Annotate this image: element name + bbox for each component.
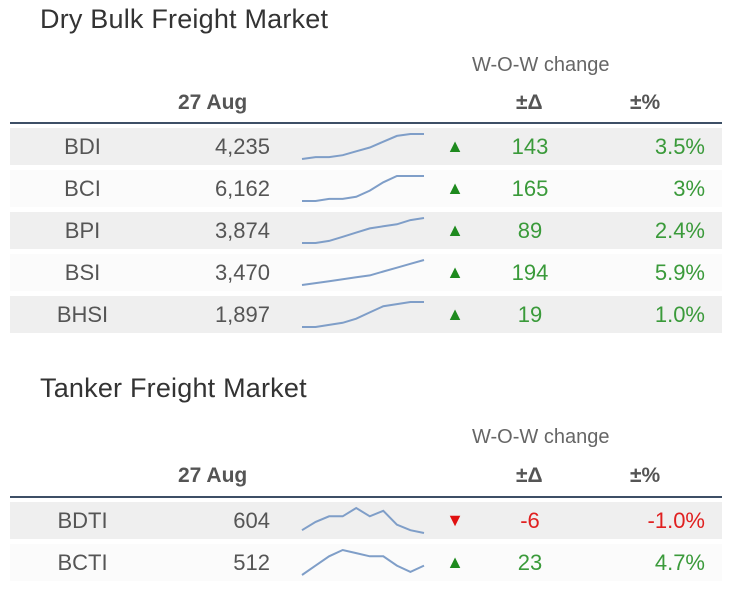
table-row: BSI 3,470 ▲ 194 5.9% — [10, 254, 722, 291]
triangle-up-icon: ▲ — [446, 136, 464, 156]
sparkline — [298, 172, 428, 205]
index-value: 4,235 — [214, 134, 270, 159]
change-delta: 194 — [511, 260, 549, 285]
tanker-pct-header: ±% — [630, 464, 661, 487]
index-name: BDI — [64, 134, 101, 159]
dry-bulk-title: Dry Bulk Freight Market — [40, 4, 329, 34]
index-value: 604 — [233, 508, 270, 533]
index-value: 3,874 — [214, 218, 270, 243]
dry-bulk-table: BDI 4,235 ▲ 143 3.5% BCI 6,162 ▲ 165 3% BPI 3,874 ▲ 8… — [10, 128, 722, 338]
change-percent: 3% — [673, 176, 705, 201]
index-name: BSI — [64, 260, 101, 285]
tanker-table: BDTI 604 ▼ -6 -1.0% BCTI 512 ▲ 23 4.7% — [10, 502, 722, 586]
table-row: BCI 6,162 ▲ 165 3% — [10, 170, 722, 207]
tanker-date-header: 27 Aug — [178, 464, 248, 487]
change-percent: 2.4% — [654, 218, 705, 243]
change-delta: 19 — [517, 302, 543, 327]
sparkline — [298, 130, 428, 163]
change-percent: 5.9% — [654, 260, 705, 285]
dry-header-rule — [10, 122, 722, 124]
index-value: 512 — [233, 550, 270, 575]
change-delta: -6 — [520, 508, 540, 533]
index-value: 1,897 — [214, 302, 270, 327]
dry-date-header: 27 Aug — [178, 91, 248, 114]
index-name: BPI — [64, 218, 101, 243]
triangle-down-icon: ▼ — [446, 510, 464, 530]
change-delta: 143 — [511, 134, 549, 159]
index-name: BCI — [64, 176, 101, 201]
change-delta: 165 — [511, 176, 549, 201]
triangle-up-icon: ▲ — [446, 178, 464, 198]
dry-delta-header: ±Δ — [516, 91, 543, 114]
change-percent: -1.0% — [647, 508, 705, 533]
change-delta: 23 — [517, 550, 543, 575]
sparkline — [298, 214, 428, 247]
dry-wow-label: W-O-W change — [472, 54, 610, 76]
triangle-up-icon: ▲ — [446, 552, 464, 572]
index-value: 6,162 — [214, 176, 270, 201]
change-percent: 4.7% — [654, 550, 705, 575]
change-percent: 1.0% — [654, 302, 705, 327]
sparkline-trend — [302, 217, 425, 244]
tanker-delta-header: ±Δ — [516, 464, 543, 487]
table-row: BDTI 604 ▼ -6 -1.0% — [10, 502, 722, 539]
tanker-title: Tanker Freight Market — [40, 373, 307, 403]
sparkline-trend — [301, 133, 424, 160]
sparkline — [298, 298, 428, 331]
sparkline-trend — [302, 301, 424, 328]
table-row: BDI 4,235 ▲ 143 3.5% — [10, 128, 722, 165]
sparkline-trend — [301, 259, 425, 286]
index-name: BDTI — [57, 508, 108, 533]
sparkline — [298, 256, 428, 289]
sparkline-trend — [302, 175, 424, 202]
change-delta: 89 — [517, 218, 543, 243]
table-row: BPI 3,874 ▲ 89 2.4% — [10, 212, 722, 249]
tanker-header-rule — [10, 496, 722, 498]
sparkline — [298, 504, 428, 537]
sparkline-trend — [301, 548, 425, 576]
index-value: 3,470 — [214, 260, 270, 285]
triangle-up-icon: ▲ — [446, 262, 464, 282]
sparkline-trend — [301, 506, 425, 534]
sparkline — [298, 546, 428, 579]
tanker-wow-label: W-O-W change — [472, 426, 610, 448]
dry-pct-header: ±% — [630, 91, 661, 114]
triangle-up-icon: ▲ — [446, 220, 464, 240]
table-row: BCTI 512 ▲ 23 4.7% — [10, 544, 722, 581]
index-name: BHSI — [56, 302, 109, 327]
change-percent: 3.5% — [654, 134, 705, 159]
index-name: BCTI — [57, 550, 108, 575]
triangle-up-icon: ▲ — [446, 304, 464, 324]
table-row: BHSI 1,897 ▲ 19 1.0% — [10, 296, 722, 333]
